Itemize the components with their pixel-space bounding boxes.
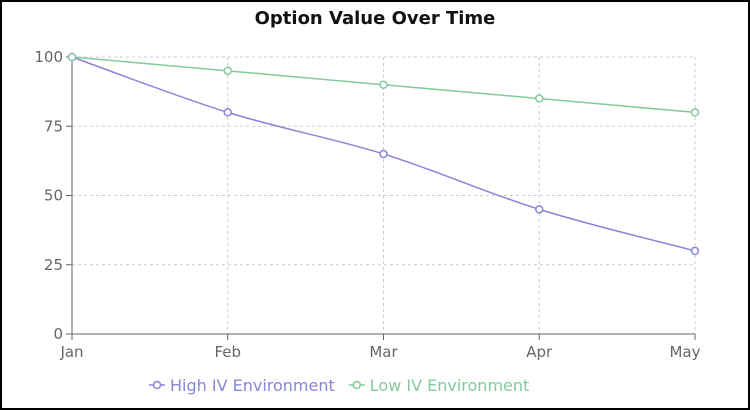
- x-tick-label: Jan: [59, 343, 83, 361]
- legend: High IV Environment Low IV Environment: [149, 376, 529, 395]
- data-point[interactable]: [223, 108, 232, 117]
- data-point[interactable]: [379, 149, 388, 159]
- legend-marker-icon: [152, 380, 162, 390]
- y-tick-label: 25: [44, 256, 63, 274]
- legend-item-low-iv[interactable]: Low IV Environment: [348, 376, 530, 395]
- legend-label: High IV Environment: [170, 376, 335, 395]
- data-point[interactable]: [535, 94, 544, 103]
- legend-item-high-iv[interactable]: High IV Environment: [149, 376, 335, 395]
- y-tick-label: 50: [44, 187, 63, 205]
- legend-label: Low IV Environment: [370, 376, 530, 395]
- axes: 0 25 50 75 100 Jan Feb Mar Apr May: [34, 48, 700, 361]
- grid: [72, 56, 696, 334]
- series-layer: [67, 52, 700, 256]
- data-point[interactable]: [690, 246, 700, 256]
- chart-title: Option Value Over Time: [254, 8, 496, 29]
- x-tick-label: Feb: [214, 343, 241, 361]
- data-point[interactable]: [223, 66, 232, 76]
- data-point[interactable]: [379, 80, 388, 89]
- x-tick-label: Mar: [369, 343, 398, 361]
- y-tick-label: 0: [53, 325, 63, 343]
- x-tick-label: Apr: [526, 343, 553, 361]
- y-tick-label: 100: [34, 48, 63, 66]
- data-point[interactable]: [67, 52, 77, 62]
- data-point[interactable]: [535, 205, 544, 214]
- legend-marker-icon: [352, 380, 362, 390]
- y-tick-label: 75: [44, 117, 63, 135]
- data-point[interactable]: [690, 108, 700, 117]
- x-tick-label: May: [669, 343, 700, 361]
